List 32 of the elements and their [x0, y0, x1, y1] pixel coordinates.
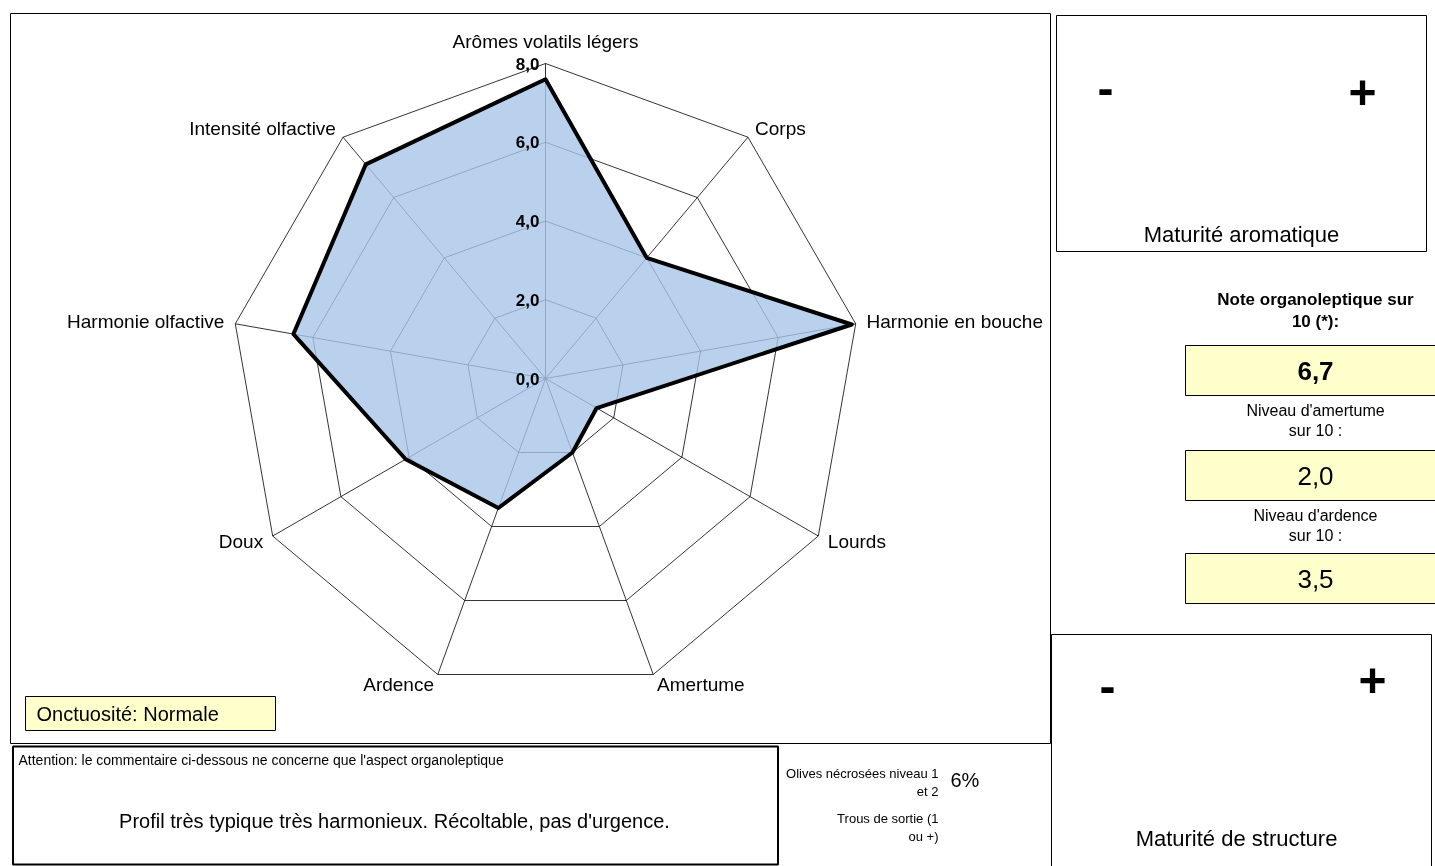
y-tick-label: 4,0: [515, 212, 540, 231]
spoke-label: Harmonie en bouche: [866, 311, 1043, 333]
spoke-label: Ardence: [363, 674, 435, 696]
spoke-label: Intensité olfactive: [189, 118, 336, 140]
text: -: [1099, 660, 1116, 713]
text: Niveau d'ardence sur 10 :: [1253, 506, 1378, 545]
y-tick-label: 2,0: [515, 290, 540, 310]
text: 6%: [950, 768, 980, 791]
y-tick-label: 0,0: [515, 369, 540, 389]
text: Trous de sortie (1 ou +): [837, 811, 939, 844]
text: 2,0: [1297, 460, 1334, 491]
text: Onctuosité: Normale: [36, 702, 219, 725]
text: Profil très typique très harmonieux. Récoltable, pas d'urgence.: [119, 809, 670, 832]
text: Olives nécrosées niveau 1 et 2: [786, 766, 939, 799]
text: 6,7: [1297, 355, 1334, 386]
text: +: [1358, 654, 1387, 707]
text: Note organoleptique sur 10 (*):: [1217, 289, 1415, 332]
spoke-label: Amertume: [657, 674, 745, 696]
text: -: [1097, 62, 1114, 115]
text: Maturité aromatique: [1143, 222, 1340, 247]
spoke-label: Harmonie olfactive: [67, 311, 225, 333]
text: +: [1348, 66, 1377, 119]
text: 3,5: [1297, 563, 1334, 594]
spoke-label: Arômes volatils légers: [452, 31, 639, 53]
spoke-label: Doux: [218, 531, 264, 553]
text: Maturité de structure: [1135, 826, 1338, 851]
spoke-label: Corps: [755, 118, 806, 140]
y-tick-label: 8,0: [515, 54, 540, 74]
text: Niveau d'amertume sur 10 :: [1246, 401, 1385, 440]
text: Attention: le commentaire ci-dessous ne concerne que l'aspect organoleptique: [18, 751, 504, 768]
y-tick-label: 6,0: [515, 133, 540, 153]
spoke-label: Lourds: [827, 531, 886, 553]
